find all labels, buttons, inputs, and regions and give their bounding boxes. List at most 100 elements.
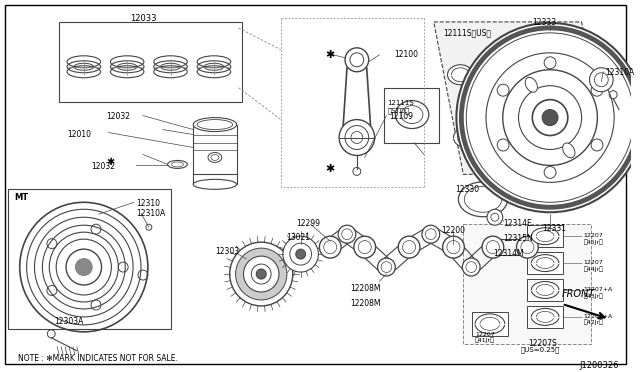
Ellipse shape xyxy=(525,77,538,92)
Circle shape xyxy=(345,48,369,72)
Circle shape xyxy=(243,256,279,292)
Text: 12033: 12033 xyxy=(130,14,156,23)
Bar xyxy=(527,225,563,247)
Ellipse shape xyxy=(531,254,559,272)
Circle shape xyxy=(497,139,509,151)
Text: ✱: ✱ xyxy=(325,50,335,60)
Ellipse shape xyxy=(531,228,559,245)
Text: 12299: 12299 xyxy=(296,219,320,228)
Circle shape xyxy=(256,269,266,279)
Polygon shape xyxy=(360,241,392,273)
Circle shape xyxy=(319,236,341,258)
Text: MT: MT xyxy=(14,193,28,202)
Ellipse shape xyxy=(208,153,222,163)
Text: 12333: 12333 xyxy=(532,18,556,27)
Polygon shape xyxy=(427,227,458,254)
Ellipse shape xyxy=(490,128,516,147)
Text: 12200: 12200 xyxy=(442,226,466,235)
Text: ✱: ✱ xyxy=(325,164,335,174)
Circle shape xyxy=(497,84,509,96)
Text: 12208M: 12208M xyxy=(350,284,380,293)
Text: 12207+A
〈43Jr〉: 12207+A 〈43Jr〉 xyxy=(584,287,613,298)
Bar xyxy=(8,189,170,329)
Ellipse shape xyxy=(454,128,479,147)
Text: 12100: 12100 xyxy=(394,50,419,59)
Bar xyxy=(527,252,563,274)
Circle shape xyxy=(354,236,376,258)
Bar xyxy=(472,312,508,336)
Ellipse shape xyxy=(557,65,582,85)
Bar xyxy=(527,306,563,328)
Circle shape xyxy=(398,236,420,258)
Text: 12207S: 12207S xyxy=(529,339,557,348)
Circle shape xyxy=(422,225,440,243)
Polygon shape xyxy=(381,241,414,273)
Ellipse shape xyxy=(211,154,219,160)
Text: 〈STD〉: 〈STD〉 xyxy=(387,108,410,114)
Text: 12207
〈44Jr〉: 12207 〈44Jr〉 xyxy=(584,260,604,272)
Ellipse shape xyxy=(563,143,575,158)
Ellipse shape xyxy=(531,308,559,326)
Polygon shape xyxy=(342,228,369,254)
Text: 12032: 12032 xyxy=(106,112,131,121)
Text: 12207+A
〈42Jr〉: 12207+A 〈42Jr〉 xyxy=(584,314,613,326)
Ellipse shape xyxy=(458,182,508,217)
Ellipse shape xyxy=(396,101,429,129)
Polygon shape xyxy=(466,241,498,273)
Text: 12310A: 12310A xyxy=(136,209,165,218)
Text: 12303: 12303 xyxy=(215,247,239,256)
Text: 12032: 12032 xyxy=(92,163,116,171)
Text: 12109: 12109 xyxy=(389,112,413,121)
Circle shape xyxy=(283,236,319,272)
Text: 12303A: 12303A xyxy=(54,317,84,326)
Circle shape xyxy=(591,139,603,151)
Circle shape xyxy=(236,248,287,300)
Circle shape xyxy=(75,258,93,276)
Text: 12310A: 12310A xyxy=(605,68,634,77)
Text: J1200326: J1200326 xyxy=(580,361,619,370)
Circle shape xyxy=(482,236,504,258)
Ellipse shape xyxy=(563,128,589,147)
Circle shape xyxy=(339,119,374,155)
Circle shape xyxy=(544,57,556,69)
Circle shape xyxy=(378,258,396,276)
Text: 12208M: 12208M xyxy=(350,299,380,308)
Ellipse shape xyxy=(197,119,233,129)
Ellipse shape xyxy=(531,282,559,298)
Polygon shape xyxy=(463,224,591,344)
Bar xyxy=(193,125,237,174)
Circle shape xyxy=(456,23,640,212)
Text: 12315N: 12315N xyxy=(503,234,532,243)
Bar xyxy=(385,88,438,142)
Text: 12207
〈45Jr〉: 12207 〈45Jr〉 xyxy=(584,233,604,245)
Text: 12330: 12330 xyxy=(456,185,479,194)
Ellipse shape xyxy=(527,128,552,147)
Circle shape xyxy=(296,249,305,259)
Text: FRONT: FRONT xyxy=(562,289,595,299)
Polygon shape xyxy=(493,239,527,255)
Text: 12207
〈41Jr〉: 12207 〈41Jr〉 xyxy=(475,332,495,343)
Text: 12331: 12331 xyxy=(542,224,566,233)
Text: 12111S: 12111S xyxy=(387,100,414,106)
Text: 12111S〈US〉: 12111S〈US〉 xyxy=(444,28,492,37)
Ellipse shape xyxy=(168,160,188,169)
Ellipse shape xyxy=(475,314,505,334)
Circle shape xyxy=(230,242,292,306)
Circle shape xyxy=(589,68,613,92)
Text: ✱: ✱ xyxy=(106,157,115,167)
Ellipse shape xyxy=(193,179,237,189)
Polygon shape xyxy=(447,242,477,272)
Bar xyxy=(59,22,241,102)
Polygon shape xyxy=(405,227,435,254)
Ellipse shape xyxy=(447,65,473,85)
Polygon shape xyxy=(434,22,611,174)
Circle shape xyxy=(443,236,464,258)
Text: 12314E: 12314E xyxy=(503,219,531,228)
Text: NOTE : ✻MARK INDICATES NOT FOR SALE.: NOTE : ✻MARK INDICATES NOT FOR SALE. xyxy=(18,354,178,363)
Circle shape xyxy=(591,84,603,96)
Circle shape xyxy=(462,258,480,276)
Text: 13021: 13021 xyxy=(286,233,310,242)
Circle shape xyxy=(542,110,558,126)
Circle shape xyxy=(487,209,503,225)
Text: 12010: 12010 xyxy=(67,129,91,138)
